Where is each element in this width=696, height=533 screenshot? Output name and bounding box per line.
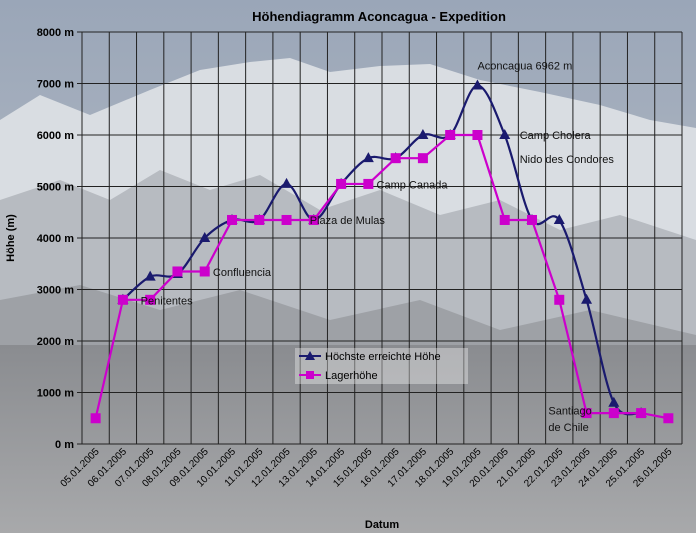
- data-point-square: [145, 294, 156, 305]
- legend: Höchste erreichte Höhe Lagerhöhe: [295, 348, 468, 384]
- y-tick-label: 4000 m: [37, 233, 75, 245]
- annotation-label: Penitentes: [141, 295, 193, 307]
- annotations: Aconcagua 6962 m Camp Cholera Nido des Con…: [141, 61, 615, 435]
- data-point-square: [663, 413, 674, 424]
- data-point-square: [527, 214, 537, 225]
- data-point-square: [554, 294, 565, 305]
- annotation-label: Santiago: [548, 406, 591, 418]
- annotation-label: Camp Cholera: [520, 130, 592, 142]
- legend-label-hoechste: Höchste erreichte Höhe: [325, 351, 441, 363]
- data-point-square: [363, 178, 374, 189]
- legend-marker-hoechste: [305, 351, 315, 360]
- data-point-square: [608, 408, 619, 419]
- y-tick-label: 1000 m: [37, 388, 75, 400]
- legend-label-lager: Lagerhöhe: [325, 370, 378, 382]
- horizontal-grid: [77, 31, 682, 445]
- data-point-square: [254, 214, 265, 225]
- data-point-square: [90, 413, 101, 424]
- x-axis-title: Datum: [365, 519, 399, 531]
- data-point-square: [445, 130, 456, 140]
- data-point-triangle: [281, 177, 293, 188]
- data-point-triangle: [553, 213, 565, 224]
- data-point-triangle: [417, 129, 429, 139]
- data-point-triangle: [144, 270, 156, 281]
- series-lagerhoehe: [90, 130, 674, 424]
- data-point-triangle: [471, 79, 483, 90]
- data-point-square: [199, 266, 210, 277]
- annotation-label: de Chile: [548, 422, 588, 434]
- data-point-triangle: [581, 293, 593, 304]
- y-tick-label: 7000 m: [37, 79, 75, 91]
- data-point-triangle: [608, 396, 620, 407]
- annotation-label: Plaza de Mulas: [310, 215, 386, 227]
- legend-marker-lager: [306, 371, 314, 379]
- series-line: [94, 133, 669, 420]
- annotation-label: Confluencia: [213, 267, 272, 279]
- data-point-square: [390, 153, 401, 164]
- data-point-square: [636, 408, 647, 419]
- data-point-square: [172, 266, 183, 277]
- y-axis-title: Höhe (m): [5, 214, 17, 262]
- data-point-triangle: [362, 152, 374, 163]
- y-tick-label: 8000 m: [37, 27, 75, 39]
- y-tick-label: 5000 m: [37, 182, 75, 194]
- data-point-square: [417, 153, 428, 164]
- annotation-label: Nido des Condores: [520, 154, 615, 166]
- series-layer: [90, 79, 674, 424]
- data-point-square: [227, 214, 237, 225]
- y-tick-label: 3000 m: [37, 285, 75, 297]
- data-point-square: [281, 214, 292, 225]
- annotation-label: Aconcagua 6962 m: [477, 61, 572, 73]
- data-point-square: [308, 214, 319, 225]
- data-point-square: [336, 178, 347, 189]
- annotation-label: Camp Canada: [377, 180, 449, 192]
- data-point-square: [472, 130, 483, 140]
- data-point-triangle: [499, 129, 511, 139]
- y-tick-labels: 0 m 1000 m 2000 m 3000 m 4000 m 5000 m 6000 m 7…: [37, 27, 75, 451]
- data-point-triangle: [199, 232, 211, 242]
- data-point-square: [499, 214, 510, 225]
- data-point-square: [581, 408, 592, 419]
- chart-title: Höhendiagramm Aconcagua - Expedition: [252, 9, 506, 24]
- y-tick-label: 6000 m: [37, 130, 75, 142]
- legend-box: [295, 348, 468, 384]
- y-tick-label: 0 m: [55, 439, 74, 451]
- y-tick-label: 2000 m: [37, 336, 75, 348]
- data-point-square: [117, 294, 128, 305]
